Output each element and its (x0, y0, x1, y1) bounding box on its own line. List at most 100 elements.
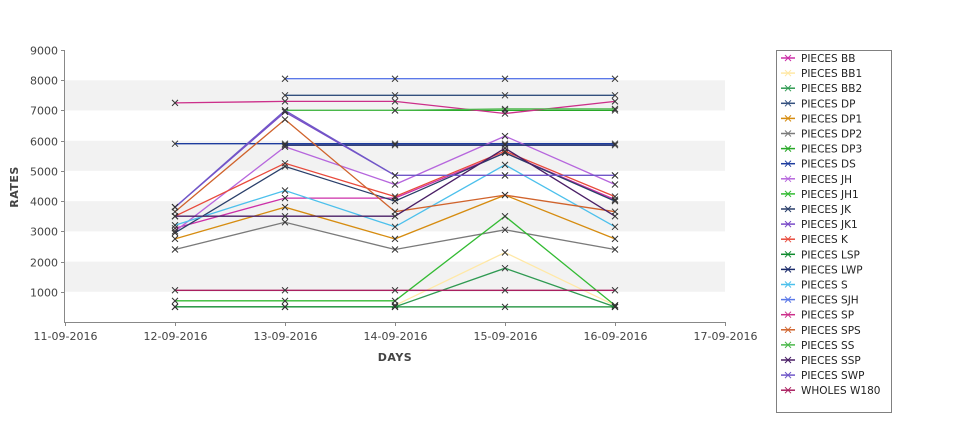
legend-label: PIECES DP1 (801, 113, 862, 125)
data-point (171, 227, 179, 235)
data-point (281, 303, 289, 311)
data-point (171, 297, 179, 305)
legend-label: PIECES K (801, 234, 849, 246)
legend-item: PIECES SJH (781, 295, 859, 307)
data-point (611, 196, 619, 203)
legend-item: PIECES LSP (781, 249, 860, 261)
legend-label: PIECES DP (801, 98, 855, 110)
x-tick-label: 11-09-2016 (34, 330, 98, 343)
data-point (501, 91, 509, 99)
data-point (391, 297, 399, 305)
legend-marker (784, 84, 792, 92)
legend-marker (784, 190, 792, 198)
data-point (391, 181, 399, 188)
legend-marker (784, 54, 792, 62)
legend-label: PIECES SSP (801, 355, 861, 367)
data-point (611, 75, 619, 83)
data-point (501, 132, 509, 140)
legend-item: PIECES JK1 (781, 219, 858, 231)
legend-label: PIECES JH1 (801, 189, 859, 201)
legend-marker (784, 160, 792, 168)
data-point (391, 172, 399, 179)
data-point (611, 141, 619, 149)
legend-marker (784, 235, 792, 243)
data-point (171, 229, 179, 237)
legend-item: PIECES DP3 (781, 144, 862, 156)
series-wholes-w180 (171, 286, 619, 294)
data-point (391, 212, 399, 220)
legend-marker (784, 99, 792, 107)
legend-item: PIECES SPS (781, 325, 861, 337)
data-point (501, 161, 509, 169)
data-point (611, 286, 619, 294)
legend-marker (784, 175, 792, 183)
legend-label: PIECES DP2 (801, 129, 862, 141)
legend-label: PIECES DS (801, 159, 856, 171)
y-tick-label: 7000 (30, 105, 58, 118)
grid-band (65, 261, 725, 292)
legend-label: PIECES SJH (801, 295, 859, 307)
legend-marker (784, 69, 792, 77)
data-point (611, 105, 619, 113)
data-point (501, 144, 509, 152)
data-point (501, 303, 509, 311)
data-point (281, 159, 289, 167)
data-point (281, 141, 289, 149)
grid-band (65, 231, 725, 262)
data-point (281, 218, 289, 226)
data-point (611, 223, 619, 231)
x-tick-label: 13-09-2016 (254, 330, 318, 343)
data-point (171, 203, 179, 211)
y-tick-label: 1000 (30, 287, 58, 300)
data-point (611, 181, 619, 188)
data-point (501, 264, 509, 272)
x-tick-label: 12-09-2016 (144, 330, 208, 343)
series-pieces-swp (171, 107, 619, 211)
y-tick-label: 4000 (30, 196, 58, 209)
data-point (171, 140, 179, 148)
data-point (391, 246, 399, 253)
data-point (501, 105, 509, 113)
legend-label: PIECES DP3 (801, 144, 862, 156)
y-tick-label: 8000 (30, 75, 58, 88)
data-point (281, 187, 289, 194)
legend-label: PIECES BB1 (801, 68, 862, 80)
data-point (281, 203, 289, 211)
data-point (501, 249, 509, 256)
legend-marker (784, 220, 792, 228)
axes (64, 50, 725, 323)
data-point (391, 91, 399, 99)
legend-item: PIECES BB (781, 53, 855, 65)
legend: PIECES BB PIECES BB1 PIECES BB2 PIECES DP PI… (776, 50, 892, 413)
legend-item: PIECES JH (781, 174, 852, 186)
x-tick-label: 16-09-2016 (584, 330, 648, 343)
legend-item: PIECES LWP (781, 264, 863, 276)
data-point (171, 221, 179, 229)
legend-box (776, 50, 892, 413)
legend-label: PIECES LWP (801, 264, 863, 276)
data-point (281, 75, 289, 83)
legend-marker (784, 296, 792, 303)
series-pieces-sps (171, 116, 619, 216)
y-axis-title: RATES (8, 166, 21, 208)
grid-bands (65, 50, 725, 322)
legend-label: PIECES SP (801, 310, 854, 322)
y-tick-label: 9000 (30, 45, 58, 58)
data-point (611, 172, 619, 179)
legend-item: PIECES DP1 (781, 113, 862, 125)
data-point (611, 98, 619, 105)
data-point (501, 172, 509, 179)
series-pieces-sjh (281, 75, 619, 83)
data-point (281, 194, 289, 202)
legend-item: PIECES DP (781, 98, 855, 110)
legend-item: PIECES JH1 (781, 189, 859, 201)
series-pieces-s (171, 161, 619, 231)
data-point (281, 212, 289, 220)
data-point (171, 99, 179, 107)
legend-item: PIECES SS (781, 340, 855, 352)
series-pieces-dp2 (171, 218, 619, 253)
series-pieces-lwp (281, 141, 619, 149)
legend-item: PIECES JK (781, 204, 852, 216)
data-point (281, 297, 289, 305)
legend-marker (784, 250, 792, 258)
